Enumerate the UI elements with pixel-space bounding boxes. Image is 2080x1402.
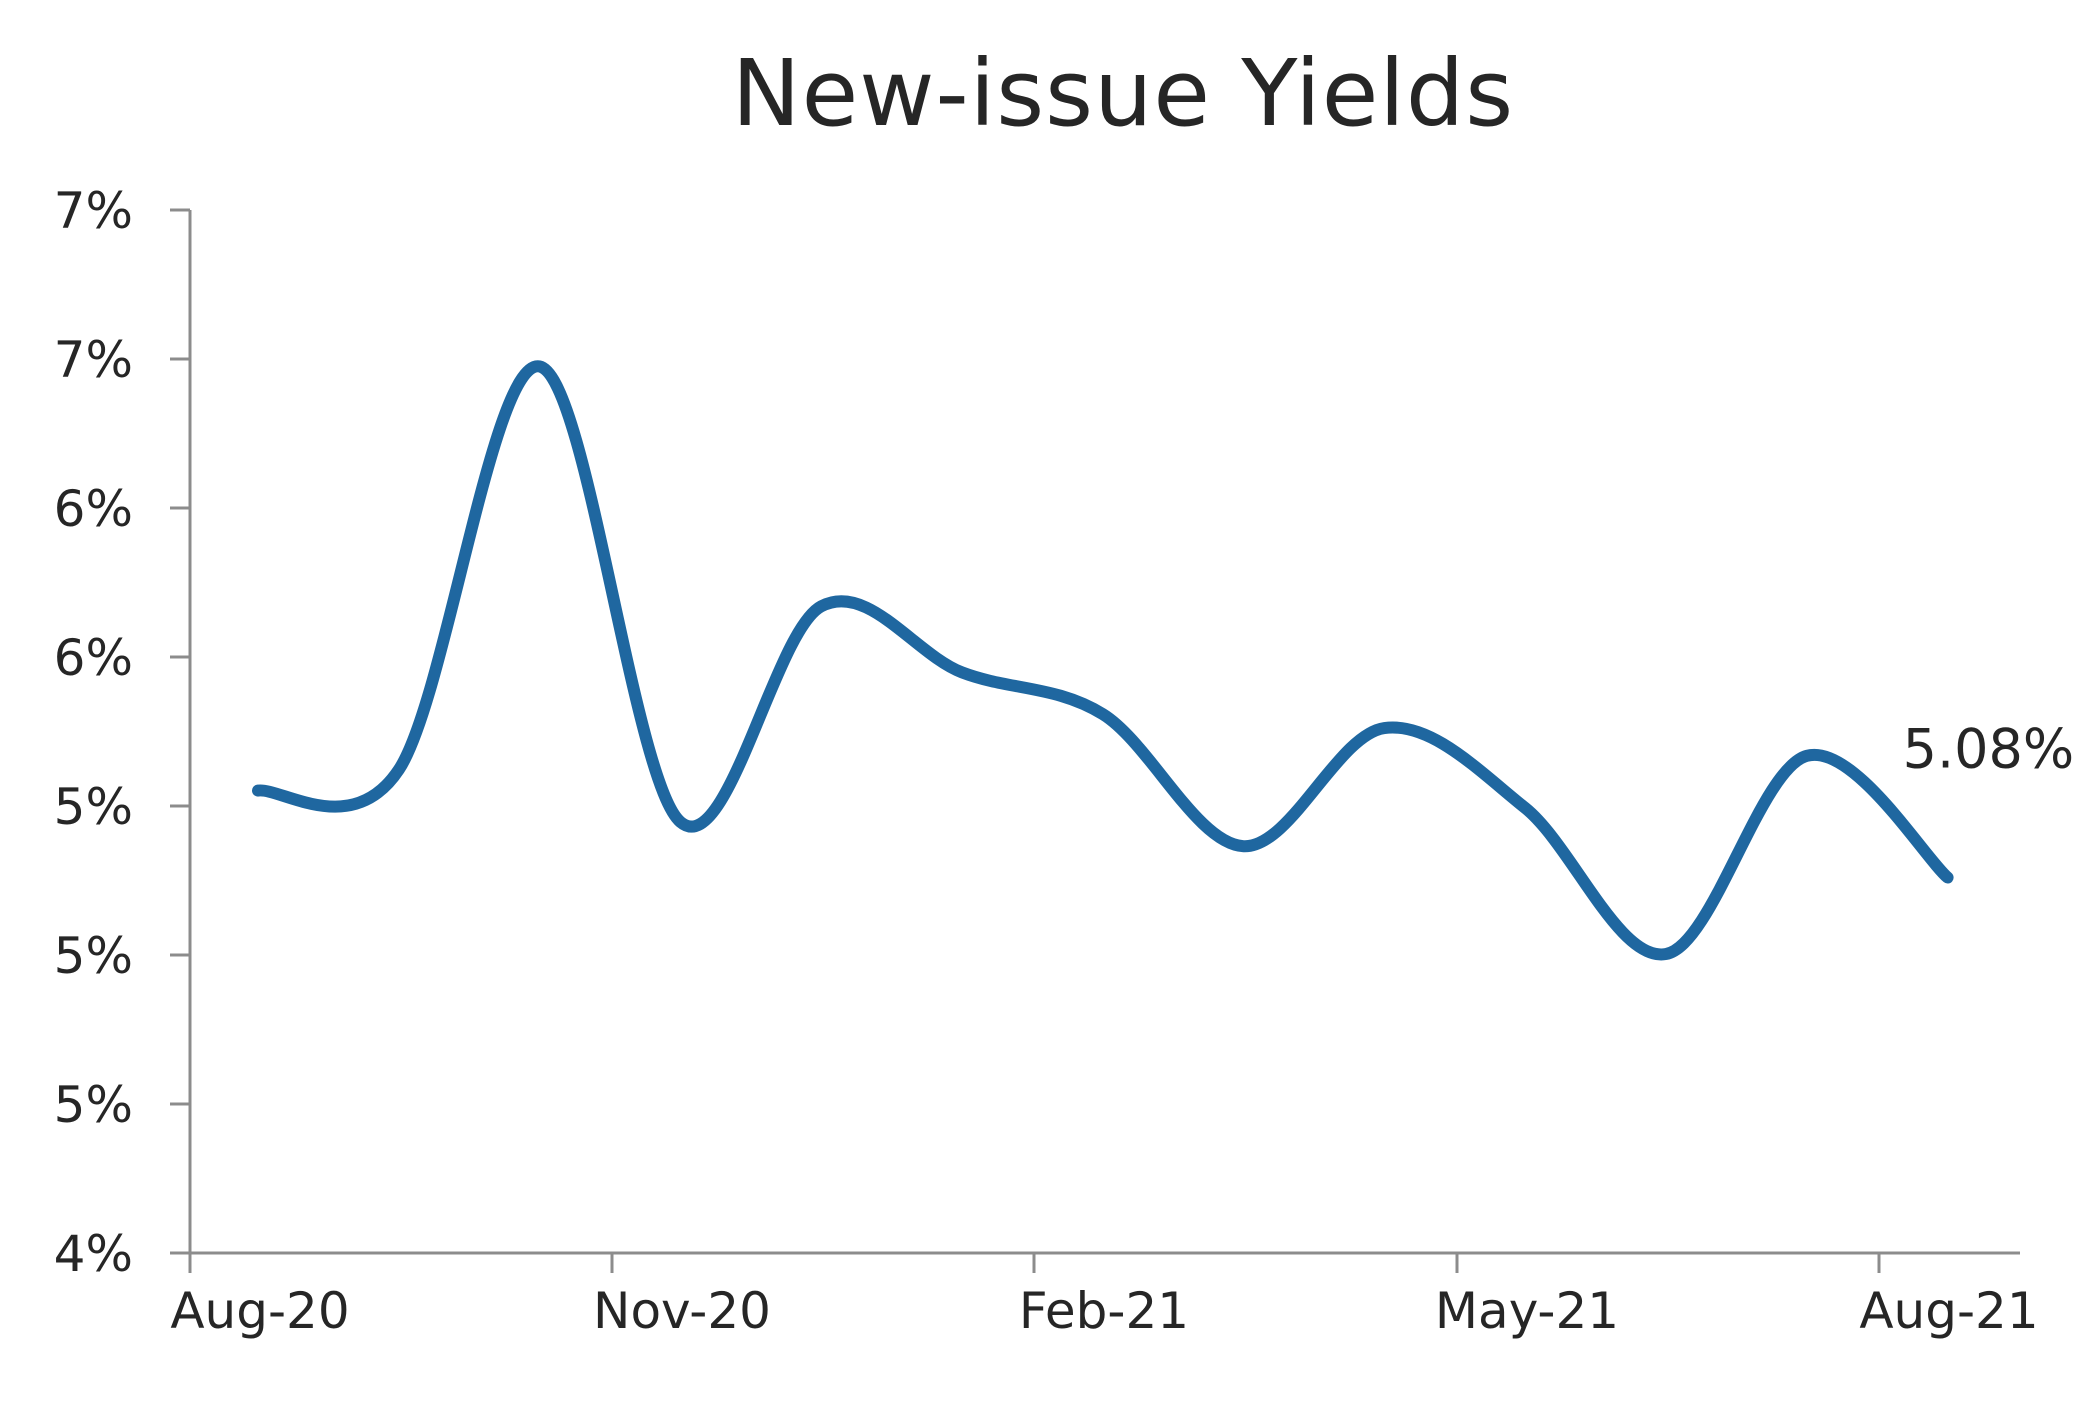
- axes: [170, 210, 2020, 1255]
- end-value-label: 5.08%: [1903, 718, 2075, 781]
- x-tick-label: Feb-21: [1019, 1282, 1189, 1340]
- y-tick-label: 4%: [54, 1225, 133, 1283]
- y-tick-label: 5%: [54, 778, 133, 836]
- y-tick-label: 6%: [54, 629, 133, 687]
- chart-title: New-issue Yields: [731, 40, 1515, 147]
- y-tick-label: 7%: [54, 331, 133, 389]
- series-group: [252, 360, 1954, 961]
- x-tick-label: May-21: [1435, 1282, 1619, 1340]
- y-tick-label: 6%: [54, 480, 133, 538]
- y-axis-ticks: 4% 5% 5% 5% 6% 6% 7% 7%: [54, 182, 190, 1283]
- series-line: [252, 360, 1954, 961]
- x-axis-ticks: Aug-20 Nov-20 Feb-21 May-21 Aug-21: [170, 1253, 2039, 1340]
- x-tick-label: Nov-20: [593, 1282, 771, 1340]
- y-tick-label: 5%: [54, 927, 133, 985]
- x-tick-label: Aug-20: [170, 1282, 349, 1340]
- y-tick-label: 5%: [54, 1076, 133, 1134]
- y-tick-label: 7%: [54, 182, 133, 240]
- data-labels: 5.08%: [1903, 718, 2075, 781]
- x-tick-label: Aug-21: [1859, 1282, 2038, 1340]
